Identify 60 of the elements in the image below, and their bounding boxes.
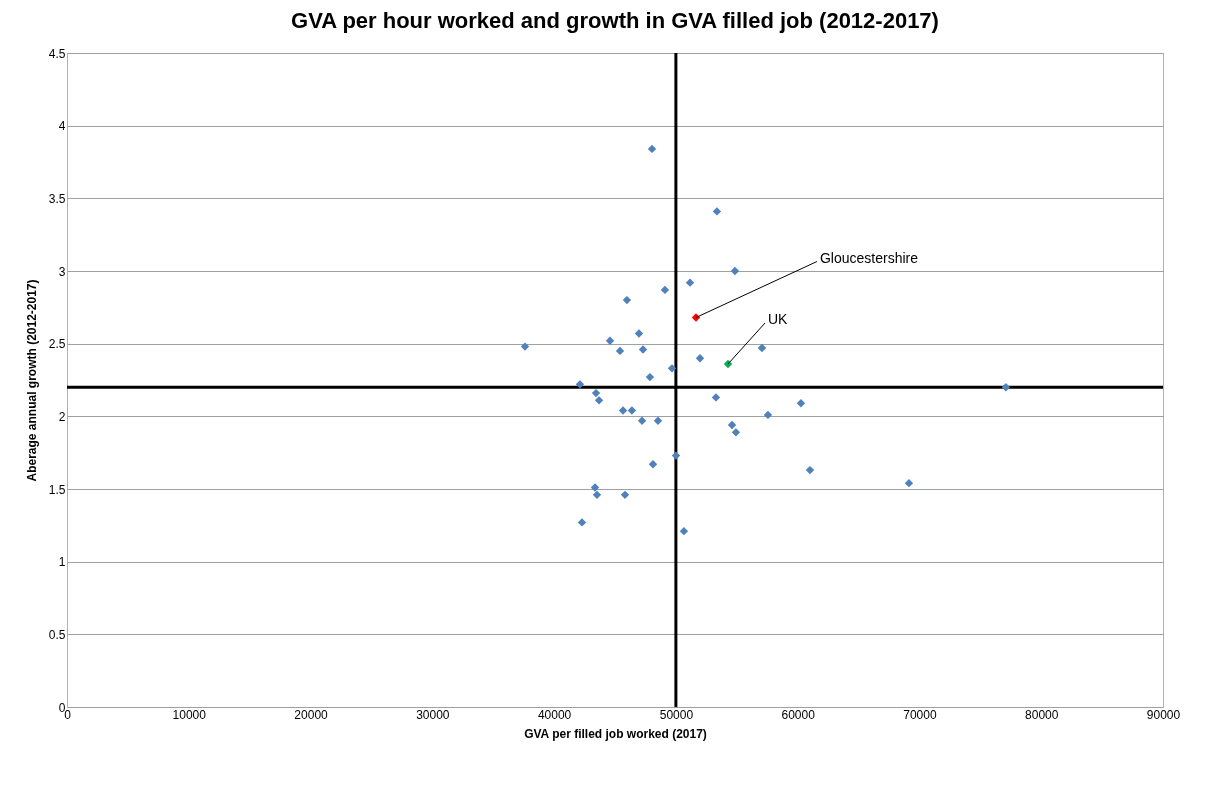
- point: [671, 451, 681, 460]
- y-tick-label: 0.5: [48, 627, 66, 642]
- point: [1001, 383, 1011, 392]
- point: [622, 295, 632, 305]
- y-tick-label: 3: [58, 264, 66, 279]
- x-tick-label: 50000: [659, 707, 694, 722]
- y-tick-label: 3.5: [48, 191, 66, 206]
- point: [711, 393, 721, 402]
- y-tick-label: 2: [58, 409, 66, 424]
- y-axis-title: Aberage annual growth (2012-2017): [24, 279, 39, 482]
- x-tick-label: 30000: [416, 707, 450, 722]
- text: Gloucestershire: [819, 249, 919, 266]
- point: [592, 490, 602, 499]
- x-tick-label: 70000: [903, 707, 937, 722]
- point: [577, 518, 587, 527]
- point: [648, 460, 658, 469]
- y-tick-label: 2.5: [48, 337, 66, 352]
- point: [653, 416, 663, 425]
- point: [904, 479, 914, 488]
- x-tick-label: 40000: [537, 707, 572, 722]
- point: [637, 416, 647, 425]
- text: UK: [768, 311, 789, 328]
- point: [667, 364, 677, 373]
- point: [647, 144, 657, 154]
- point: [605, 336, 615, 345]
- point: [712, 207, 722, 216]
- point: [763, 410, 773, 420]
- point: [695, 354, 705, 363]
- point: [679, 526, 689, 536]
- point: [805, 465, 815, 475]
- point: [620, 490, 630, 499]
- point: [627, 406, 637, 415]
- point: [520, 342, 530, 351]
- y-tick-label: 1.5: [48, 482, 66, 497]
- point: [757, 343, 767, 353]
- x-tick-label: 80000: [1025, 707, 1059, 722]
- x-axis-title: GVA per filled job worked (2017): [524, 726, 707, 741]
- point: [645, 372, 655, 382]
- point: [638, 345, 648, 354]
- y-tick-label: 4.5: [48, 46, 66, 61]
- point: [591, 388, 601, 398]
- point: [590, 483, 600, 492]
- point: [685, 278, 695, 287]
- chart-title: GVA per hour worked and growth in GVA filled job (2012-2017): [291, 8, 939, 33]
- x-tick-label: 10000: [172, 707, 207, 722]
- point: [594, 396, 604, 405]
- point: [796, 399, 806, 408]
- x-tick-label: 90000: [1146, 707, 1181, 722]
- y-tick-label: 1: [58, 555, 66, 570]
- point: [618, 406, 628, 415]
- y-tick-label: 4: [58, 119, 66, 134]
- point: [731, 428, 741, 437]
- x-tick-label: 20000: [294, 707, 329, 722]
- point: [575, 380, 585, 389]
- point: [727, 420, 737, 430]
- point: [615, 346, 625, 356]
- x-tick-label: 60000: [781, 707, 816, 722]
- point: [634, 329, 644, 338]
- point: [730, 266, 740, 276]
- point: [660, 285, 670, 295]
